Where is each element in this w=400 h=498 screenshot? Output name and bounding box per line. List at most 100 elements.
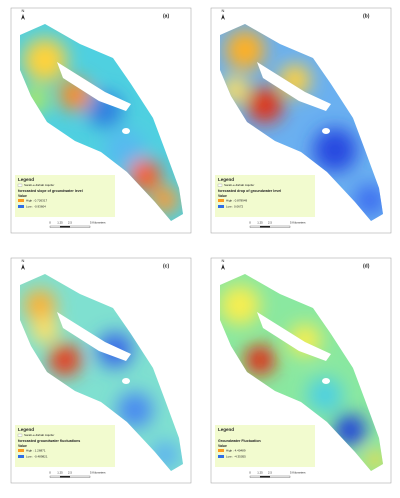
panel-label: (a) <box>163 13 169 19</box>
panel-label: (c) <box>163 263 169 269</box>
surface <box>220 285 383 470</box>
legend-title: Legend <box>218 177 234 182</box>
north-arrow <box>21 264 25 270</box>
legend-high-swatch <box>218 199 224 202</box>
scale-label: 0 <box>249 221 251 225</box>
legend-swatch <box>217 183 223 187</box>
map-frame <box>210 7 392 234</box>
scale-label: 1.25 <box>257 471 263 475</box>
north-label: N <box>222 258 225 263</box>
gap <box>257 312 331 361</box>
surface-blob <box>245 345 275 375</box>
legend-high: High : 4.40489 <box>226 448 246 452</box>
legend-layer: forecasted drop of groundwater level <box>218 189 281 193</box>
scale-bar-segment <box>260 226 270 228</box>
legend-layer: forecasted groundwater fluctuations <box>18 439 80 443</box>
hole <box>322 378 330 384</box>
scale-label: 1.25 <box>57 471 63 475</box>
scale-label: 5 Kilometers <box>90 221 106 225</box>
map-frame <box>10 257 192 484</box>
surface-blob <box>24 289 56 321</box>
legend-high: High : 0.878949 <box>226 198 248 202</box>
legend-high: High : 1.26871 <box>26 448 46 452</box>
legend-layer: Groundwater Fluctuation <box>218 439 261 443</box>
gap <box>257 62 331 111</box>
scale-label: 1.25 <box>257 221 263 225</box>
scale-bar-segment <box>60 476 70 478</box>
panel-label: (b) <box>363 13 370 19</box>
legend-low: Low : -4.35055 <box>226 454 246 458</box>
surface-blob <box>334 414 366 446</box>
scale-bar-segment <box>60 226 70 228</box>
legend-value: Value <box>218 194 227 198</box>
north-arrow <box>221 264 225 270</box>
legend-title: Legend <box>18 427 34 432</box>
surface-blob <box>365 450 383 470</box>
scale-label: 5 Kilometers <box>290 221 306 225</box>
map-frame <box>210 257 392 484</box>
legend-high: High : 0.726317 <box>26 198 48 202</box>
scale-label: 5 Kilometers <box>90 471 106 475</box>
surface-blob <box>313 128 357 172</box>
legend-box <box>15 425 115 467</box>
scale-label: 2.5 <box>268 471 272 475</box>
scale-label: 0 <box>49 471 51 475</box>
surface-blob <box>23 38 67 82</box>
legend-low-swatch <box>18 205 24 208</box>
hole <box>122 128 130 134</box>
surface-blob <box>151 186 179 214</box>
legend-box <box>215 425 315 467</box>
surface-blob <box>151 441 179 469</box>
north-arrow <box>221 14 225 20</box>
scale-label: 5 Kilometers <box>290 471 306 475</box>
map-frame <box>10 7 192 234</box>
legend-swatch <box>17 183 23 187</box>
scale-bar-segment <box>260 476 270 478</box>
surface-blob <box>225 30 265 70</box>
legend-swatch <box>17 433 23 437</box>
hole <box>122 378 130 384</box>
surface-blob <box>220 285 260 325</box>
legend-low-swatch <box>18 455 24 458</box>
scale-label: 0 <box>249 471 251 475</box>
hole <box>322 128 330 134</box>
legend-title: Legend <box>18 177 34 182</box>
surface-blob <box>354 184 383 216</box>
legend-low: Low : 0.0672 <box>226 204 244 208</box>
surface-blob <box>307 377 343 413</box>
legend-low-swatch <box>218 455 224 458</box>
legend-aquifer: Sarab-e-Zahab Aquifer <box>24 433 54 437</box>
legend-low: Low : -0.93604 <box>26 204 46 208</box>
surface-blob <box>105 130 145 170</box>
scale-label: 2.5 <box>68 471 72 475</box>
north-label: N <box>22 258 25 263</box>
legend-aquifer: Sarab-e-Zahab Aquifer <box>24 183 54 187</box>
surface-blob <box>221 76 249 104</box>
surface-blob <box>31 316 59 344</box>
panel-label: (d) <box>363 263 370 269</box>
legend-layer: forecasted slope of groundwater level <box>18 189 83 193</box>
legend-low: Low : -0.489821 <box>26 454 48 458</box>
legend-value: Value <box>18 194 27 198</box>
legend-title: Legend <box>218 427 234 432</box>
north-label: N <box>222 8 225 13</box>
legend-box <box>15 175 115 217</box>
scale-label: 0 <box>49 221 51 225</box>
scale-label: 1.25 <box>57 221 63 225</box>
north-arrow <box>21 14 25 20</box>
scale-label: 2.5 <box>268 221 272 225</box>
legend-low-swatch <box>218 205 224 208</box>
legend-high-swatch <box>218 449 224 452</box>
legend-value: Value <box>218 444 227 448</box>
north-label: N <box>22 8 25 13</box>
surface-blob <box>117 392 153 428</box>
gap <box>57 312 131 361</box>
scale-label: 2.5 <box>68 221 72 225</box>
map-panel: (d) N Legend Groundwater FluctuationValueHi… <box>210 257 392 484</box>
surface-blob <box>247 87 283 123</box>
